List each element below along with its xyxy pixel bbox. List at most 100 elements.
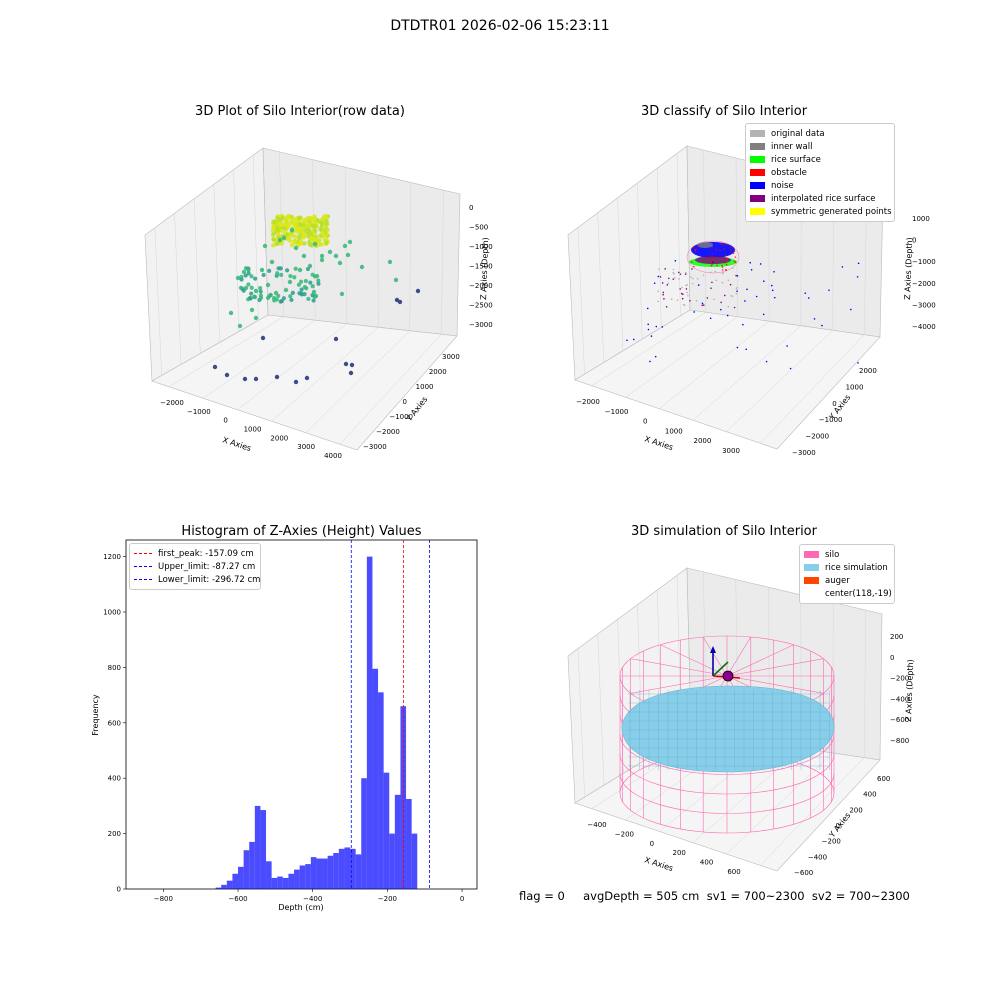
- panel2-point: [697, 242, 713, 248]
- panel1-point: [280, 228, 285, 233]
- panel2-point: [724, 261, 727, 264]
- panel1-point: [273, 290, 279, 296]
- panel1-point: [311, 298, 316, 303]
- legend-swatch: [750, 143, 765, 150]
- panel1-point: [307, 222, 313, 227]
- panel1-point: [277, 235, 283, 241]
- panel2-point: [661, 326, 664, 328]
- panel1-point: [235, 275, 241, 281]
- panel2-point: [679, 273, 682, 275]
- panel1-point: [312, 215, 317, 221]
- panel2-point: [731, 267, 734, 269]
- legend-label: rice simulation: [825, 562, 888, 573]
- panel3-bar: [327, 855, 334, 889]
- panel2-point: [710, 264, 713, 267]
- panel1-point: [304, 286, 309, 291]
- legend-label: inner wall: [771, 141, 813, 152]
- panel1-point: [302, 217, 308, 223]
- panel1-point: [249, 291, 254, 296]
- panel2-z-tick-label: −1000: [912, 258, 936, 266]
- panel1-point: [312, 220, 318, 225]
- panel1-point: [320, 234, 326, 239]
- panel1-point: [275, 222, 281, 228]
- panel2-point: [647, 323, 649, 326]
- panel1-point: [318, 220, 324, 225]
- panel1-point: [271, 219, 277, 224]
- panel3-x-tick-label: −200: [378, 895, 397, 903]
- panel3-legend-entry: Upper_limit: -87.27 cm: [134, 560, 256, 573]
- panel1-point: [308, 241, 313, 247]
- panel2-point: [736, 286, 738, 289]
- panel1-point: [314, 222, 319, 227]
- panel4-z-tick-label: 0: [890, 654, 894, 662]
- panel2-point: [693, 265, 695, 268]
- panel2-legend-entry: inner wall: [750, 140, 890, 153]
- panel1-point: [271, 232, 276, 237]
- panel2-point: [725, 243, 728, 246]
- panel2-x-tick-label: 3000: [722, 447, 740, 455]
- panel1-z-tick-label: −2500: [469, 302, 493, 310]
- panel2-x-tick-label: 1000: [665, 427, 683, 435]
- panel3-bar: [338, 848, 345, 889]
- panel3-x-tick-label: −400: [303, 895, 322, 903]
- panel1-point: [283, 222, 288, 228]
- panel1-point: [308, 231, 313, 237]
- panel1-point: [276, 237, 281, 242]
- panel1-point: [295, 216, 300, 221]
- panel1-point: [271, 226, 276, 231]
- panel1-point: [316, 239, 321, 244]
- panel2-point: [750, 268, 753, 271]
- panel1-point: [316, 281, 321, 286]
- panel4-silo-rib: [702, 636, 728, 677]
- panel2-point: [721, 269, 724, 271]
- panel3-bar: [406, 798, 412, 889]
- legend-label: Lower_limit: -296.72 cm: [158, 574, 261, 585]
- panel2-legend-entry: original data: [750, 127, 890, 140]
- panel1-point: [289, 297, 294, 303]
- panel1-point: [311, 221, 316, 227]
- panel1-point: [286, 213, 291, 219]
- panel4-silo-rib: [630, 658, 728, 677]
- panel2-point: [646, 307, 649, 310]
- panel2-legend-entry: rice surface: [750, 153, 890, 166]
- panel4-z-tick-label: −800: [890, 737, 909, 745]
- panel2-point: [706, 297, 709, 299]
- panel1-point: [296, 242, 301, 248]
- panel1-point: [299, 287, 304, 292]
- panel2-x-tick-label: −2000: [576, 398, 600, 406]
- panel2-zlabel: Z Axies (Depth): [903, 237, 914, 300]
- panel1-gridline: [203, 320, 316, 399]
- panel2-point: [659, 276, 662, 278]
- panel1-z-tick-label: 0: [469, 204, 473, 212]
- panel2-z-tick-label: 0: [912, 237, 916, 245]
- panel2-point: [650, 335, 653, 337]
- panel2-point: [725, 269, 728, 271]
- panel2-point: [749, 261, 752, 264]
- panel1-point: [276, 231, 281, 236]
- panel1-point: [307, 239, 312, 245]
- panel4-silo-ring: [619, 635, 835, 717]
- panel1-point: [304, 375, 310, 381]
- panel1-point: [311, 289, 317, 295]
- panel2-point: [662, 291, 665, 294]
- panel2-point: [701, 304, 704, 307]
- panel1-point: [300, 229, 305, 235]
- panel4-gridline: [703, 571, 707, 735]
- panel4-legend: silo rice simulation auger center(118,-19): [799, 544, 895, 604]
- panel3-bar: [226, 880, 233, 889]
- panel1-point: [301, 234, 307, 240]
- panel1-point: [280, 222, 285, 227]
- panel1-point: [278, 222, 283, 228]
- panel1-point: [296, 239, 301, 245]
- panel1-point: [287, 214, 292, 220]
- panel4-z-tick-label: 200: [890, 633, 903, 641]
- panel4-gridline: [768, 587, 770, 744]
- panel2-point: [692, 246, 695, 248]
- panel2-point: [657, 275, 660, 278]
- panel4-silo-rib: [702, 675, 728, 716]
- panel2-point: [657, 290, 659, 293]
- panel1-point: [295, 226, 300, 232]
- panel2-point: [661, 282, 664, 284]
- panel3-vlines: [350, 540, 430, 889]
- panel1-point: [246, 282, 251, 287]
